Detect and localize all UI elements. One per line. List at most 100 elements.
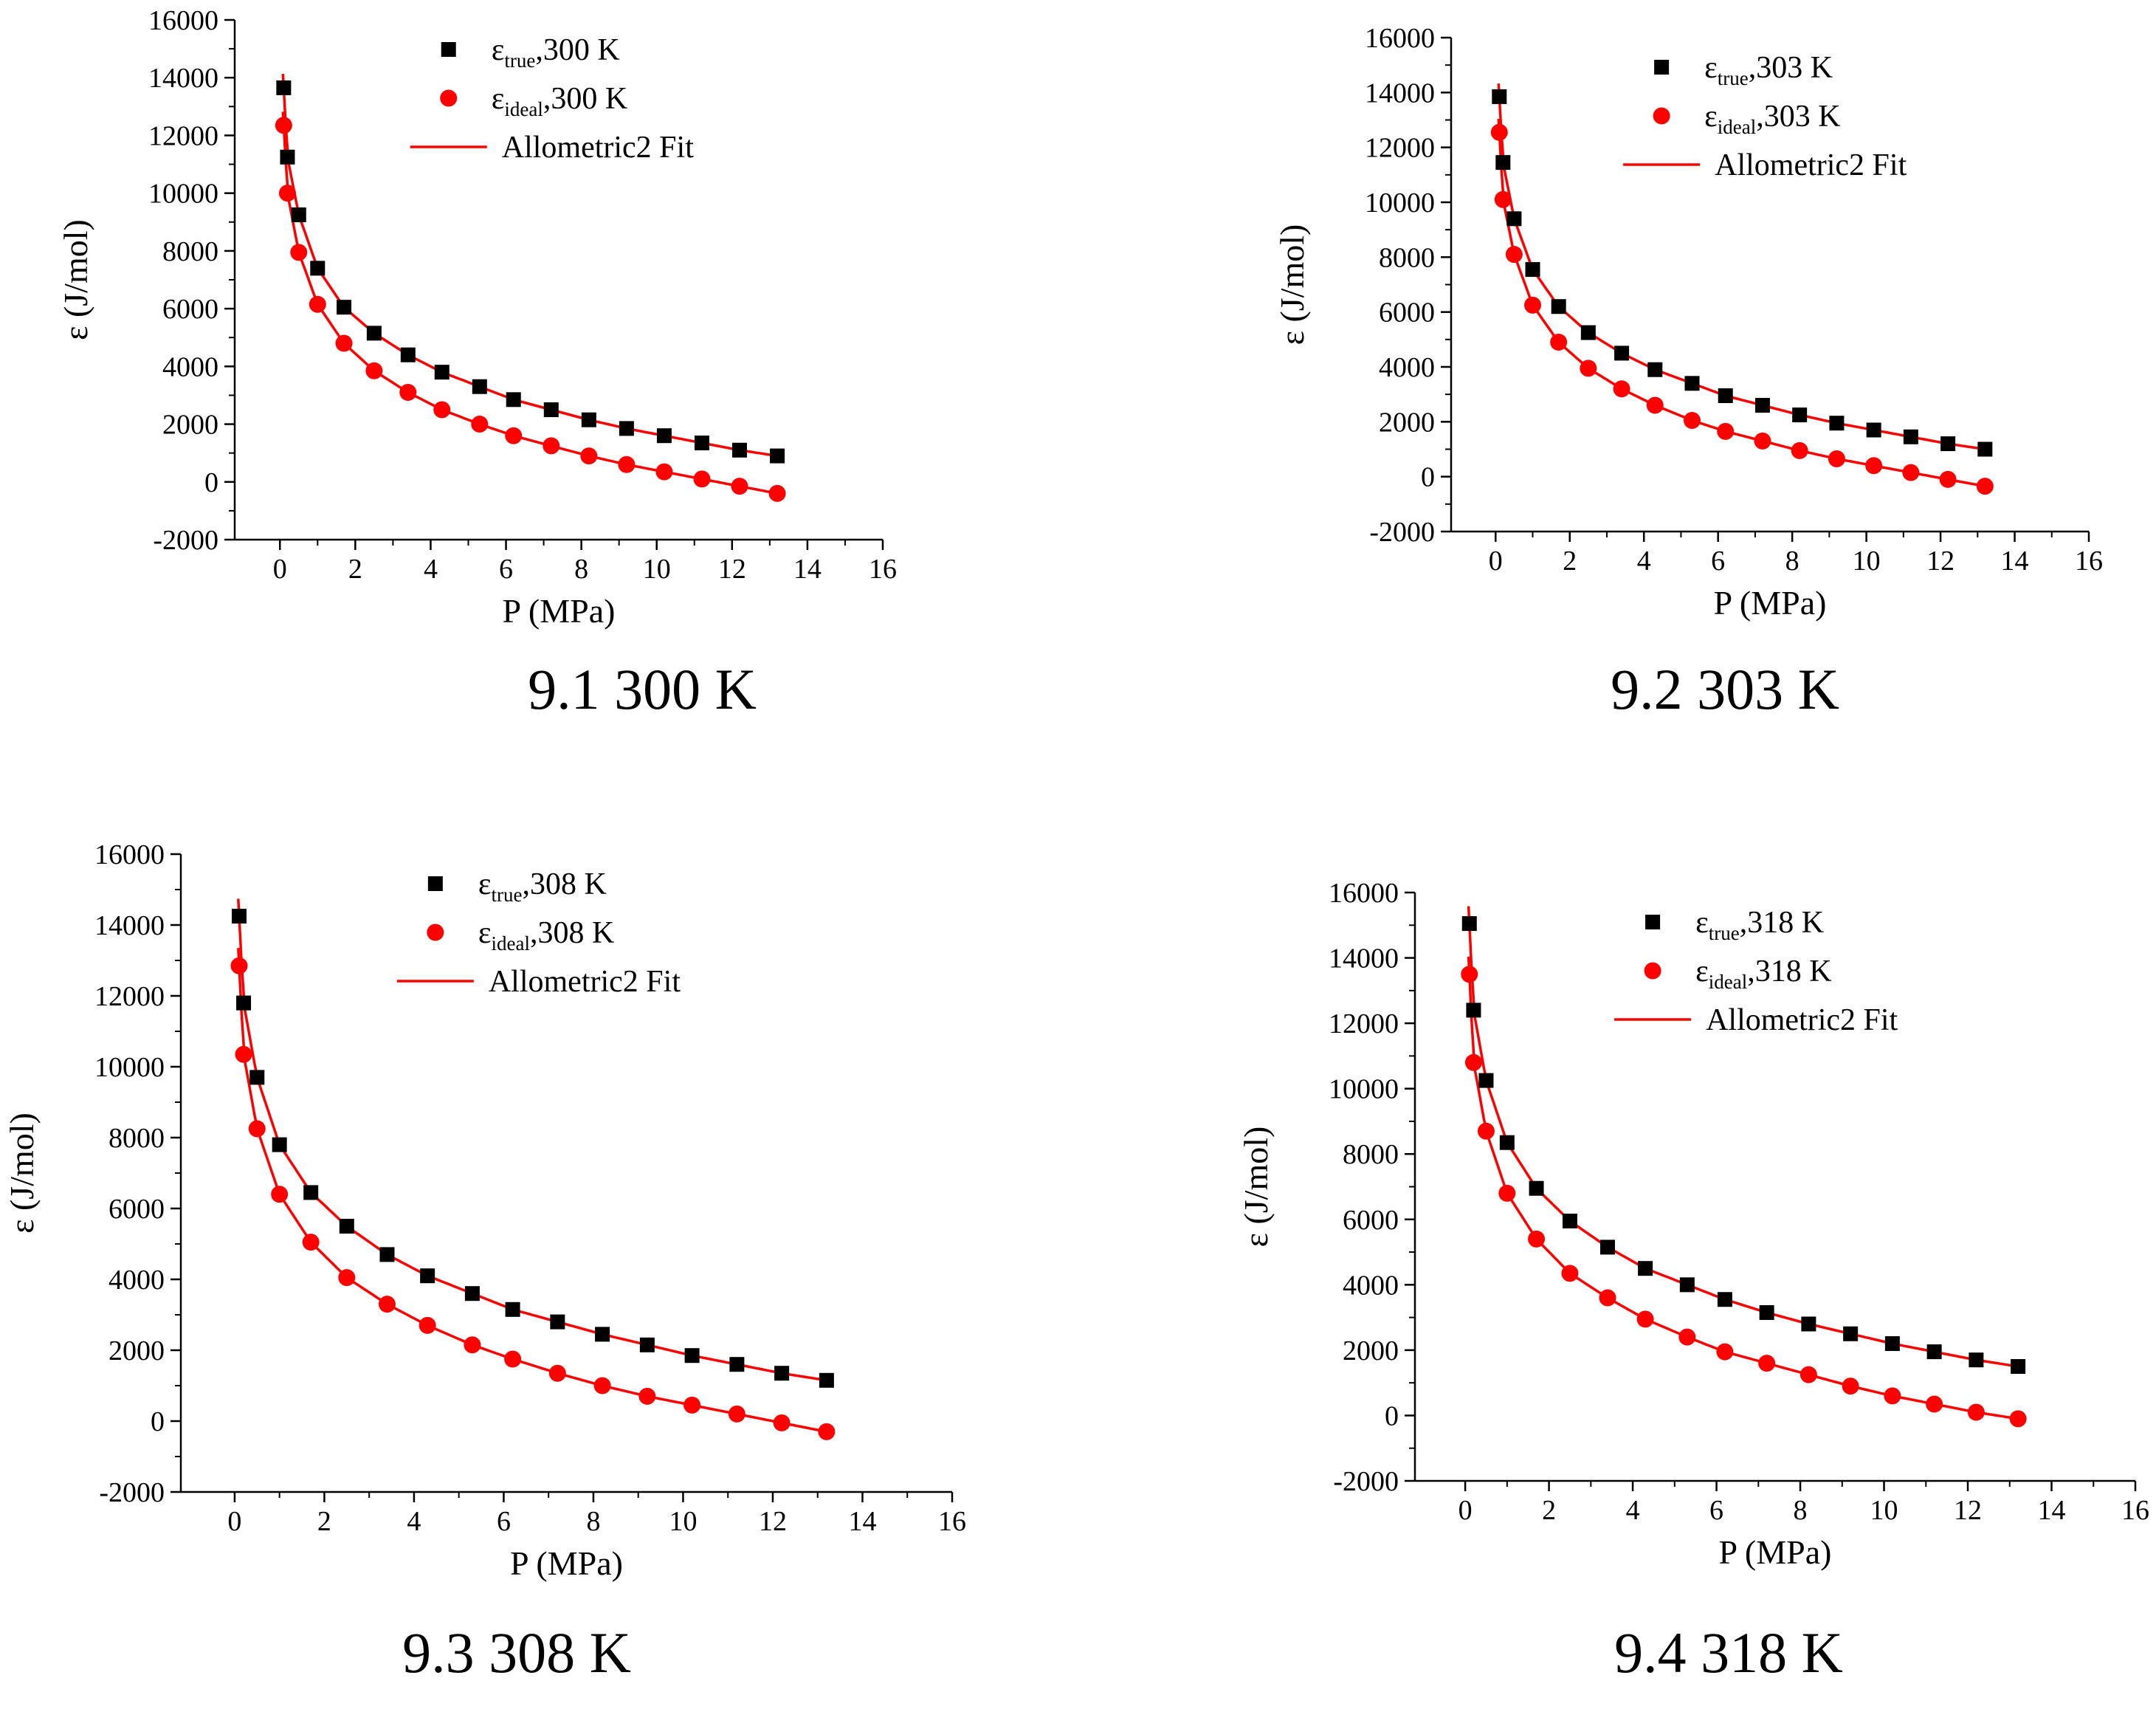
true-point bbox=[291, 207, 306, 222]
panel-caption: 9.3 308 K bbox=[402, 1620, 631, 1685]
y-tick-label: 4000 bbox=[1343, 1270, 1399, 1301]
y-tick-label: -2000 bbox=[1369, 517, 1435, 548]
ideal-point bbox=[1528, 1230, 1546, 1248]
y-tick-label: 10000 bbox=[1365, 188, 1435, 219]
y-tick-label: 4000 bbox=[1379, 352, 1435, 383]
ideal-point bbox=[1580, 360, 1597, 377]
true-point bbox=[774, 1366, 790, 1381]
ideal-point bbox=[1799, 1366, 1817, 1383]
ideal-point bbox=[464, 1336, 481, 1354]
y-tick-label: 10000 bbox=[94, 1052, 165, 1083]
panel-caption: 9.4 318 K bbox=[1614, 1620, 1843, 1685]
true-point bbox=[505, 1301, 520, 1317]
x-tick-label: 2 bbox=[348, 554, 362, 585]
ideal-point bbox=[278, 185, 296, 202]
legend: εtrue,300 K εideal,300 K Allometric2 Fit bbox=[410, 33, 694, 165]
chart-panel-4: 0 2 4 6 8 10 12 14 16 -2000 0 2000 4000 6000 8000 10000… bbox=[1237, 878, 2149, 1685]
ideal-point bbox=[1599, 1289, 1616, 1307]
legend-true-label: εtrue,300 K bbox=[492, 33, 620, 72]
ideal-point bbox=[1636, 1310, 1654, 1328]
y-tick-label: 14000 bbox=[94, 910, 165, 941]
true-point bbox=[472, 379, 487, 394]
ideal-point bbox=[1550, 334, 1568, 351]
x-axis-label: P (MPa) bbox=[510, 1544, 623, 1582]
legend-fit-label: Allometric2 Fit bbox=[1706, 1003, 1898, 1037]
y-tick-label: 14000 bbox=[1329, 943, 1399, 974]
x-tick-label: 6 bbox=[499, 554, 513, 585]
ideal-point bbox=[1461, 966, 1478, 983]
x-tick-label: 12 bbox=[1926, 546, 1954, 577]
true-point bbox=[1492, 89, 1507, 104]
true-point bbox=[619, 421, 634, 436]
ideal-point bbox=[338, 1269, 356, 1287]
ideal-series bbox=[275, 117, 786, 502]
true-point bbox=[595, 1327, 610, 1342]
legend-fit-label: Allometric2 Fit bbox=[489, 965, 681, 999]
true-series bbox=[1461, 916, 2026, 1375]
x-tick-label: 16 bbox=[2121, 1495, 2149, 1526]
x-tick-label: 0 bbox=[273, 554, 287, 585]
y-tick-label: 8000 bbox=[109, 1123, 165, 1154]
ideal-point bbox=[593, 1377, 611, 1395]
ideal-point bbox=[1842, 1378, 1859, 1395]
true-series bbox=[1492, 89, 1993, 457]
x-tick-label: 10 bbox=[643, 554, 671, 585]
x-tick-label: 16 bbox=[2075, 546, 2103, 577]
true-point bbox=[1614, 345, 1630, 361]
true-point bbox=[1562, 1213, 1577, 1228]
true-point bbox=[1969, 1352, 1984, 1368]
true-point bbox=[550, 1314, 565, 1330]
ideal-point bbox=[230, 957, 248, 974]
true-point bbox=[1977, 441, 1993, 457]
ideal-point bbox=[471, 416, 489, 433]
true-point bbox=[1679, 1277, 1695, 1293]
true-point bbox=[280, 149, 295, 165]
ideal-point bbox=[1613, 380, 1630, 398]
ideal-point bbox=[271, 1186, 289, 1203]
y-axis-label: ε (J/mol) bbox=[1273, 224, 1311, 345]
y-axis-label: ε (J/mol) bbox=[3, 1113, 41, 1234]
legend-ideal-marker bbox=[440, 89, 458, 107]
legend-ideal-label: εideal,300 K bbox=[492, 82, 627, 120]
y-tick-label: -2000 bbox=[153, 525, 218, 556]
x-tick-label: 16 bbox=[869, 554, 897, 585]
ideal-point bbox=[543, 437, 560, 455]
true-series bbox=[276, 80, 785, 464]
x-tick-label: 8 bbox=[1785, 546, 1799, 577]
y-tick-label: 8000 bbox=[1379, 242, 1435, 273]
true-fit-line bbox=[237, 898, 828, 1382]
legend: εtrue,308 K εideal,308 K Allometric2 Fit bbox=[396, 867, 681, 999]
true-point bbox=[1801, 1316, 1816, 1332]
y-tick-label: 4000 bbox=[162, 351, 218, 382]
true-point bbox=[420, 1268, 435, 1284]
ideal-point bbox=[1758, 1355, 1776, 1372]
legend-true-label: εtrue,303 K bbox=[1704, 51, 1833, 89]
x-tick-label: 4 bbox=[424, 554, 438, 585]
x-tick-label: 6 bbox=[1709, 1495, 1723, 1526]
true-point bbox=[310, 261, 326, 276]
legend-ideal-label: εideal,318 K bbox=[1695, 955, 1831, 993]
legend-true-marker bbox=[441, 42, 456, 57]
ideal-point bbox=[1967, 1403, 1985, 1421]
true-fit-line bbox=[1497, 83, 1986, 451]
true-point bbox=[694, 435, 709, 450]
legend: εtrue,303 K εideal,303 K Allometric2 Fit bbox=[1623, 51, 1907, 182]
x-tick-label: 8 bbox=[574, 554, 588, 585]
ideal-point bbox=[731, 478, 748, 495]
ideal-point bbox=[1717, 422, 1735, 440]
y-tick-label: 12000 bbox=[94, 981, 165, 1012]
true-point bbox=[1466, 1003, 1481, 1018]
ideal-point bbox=[548, 1364, 566, 1382]
y-tick-label: 6000 bbox=[162, 294, 218, 325]
ideal-point bbox=[1902, 464, 1920, 481]
chart-panel-1: 0 2 4 6 8 10 12 14 16 -2000 0 2000 4000 6000 8000 10000… bbox=[57, 5, 897, 721]
y-tick-label: 12000 bbox=[1365, 133, 1435, 164]
true-point bbox=[1478, 1073, 1494, 1088]
legend-ideal-marker bbox=[1653, 107, 1670, 125]
y-tick-label: -2000 bbox=[1333, 1466, 1399, 1497]
true-point bbox=[1506, 211, 1522, 227]
ideal-point bbox=[818, 1423, 836, 1440]
y-tick-label: 12000 bbox=[148, 120, 218, 151]
ideal-point bbox=[290, 244, 308, 261]
true-point bbox=[819, 1372, 834, 1388]
